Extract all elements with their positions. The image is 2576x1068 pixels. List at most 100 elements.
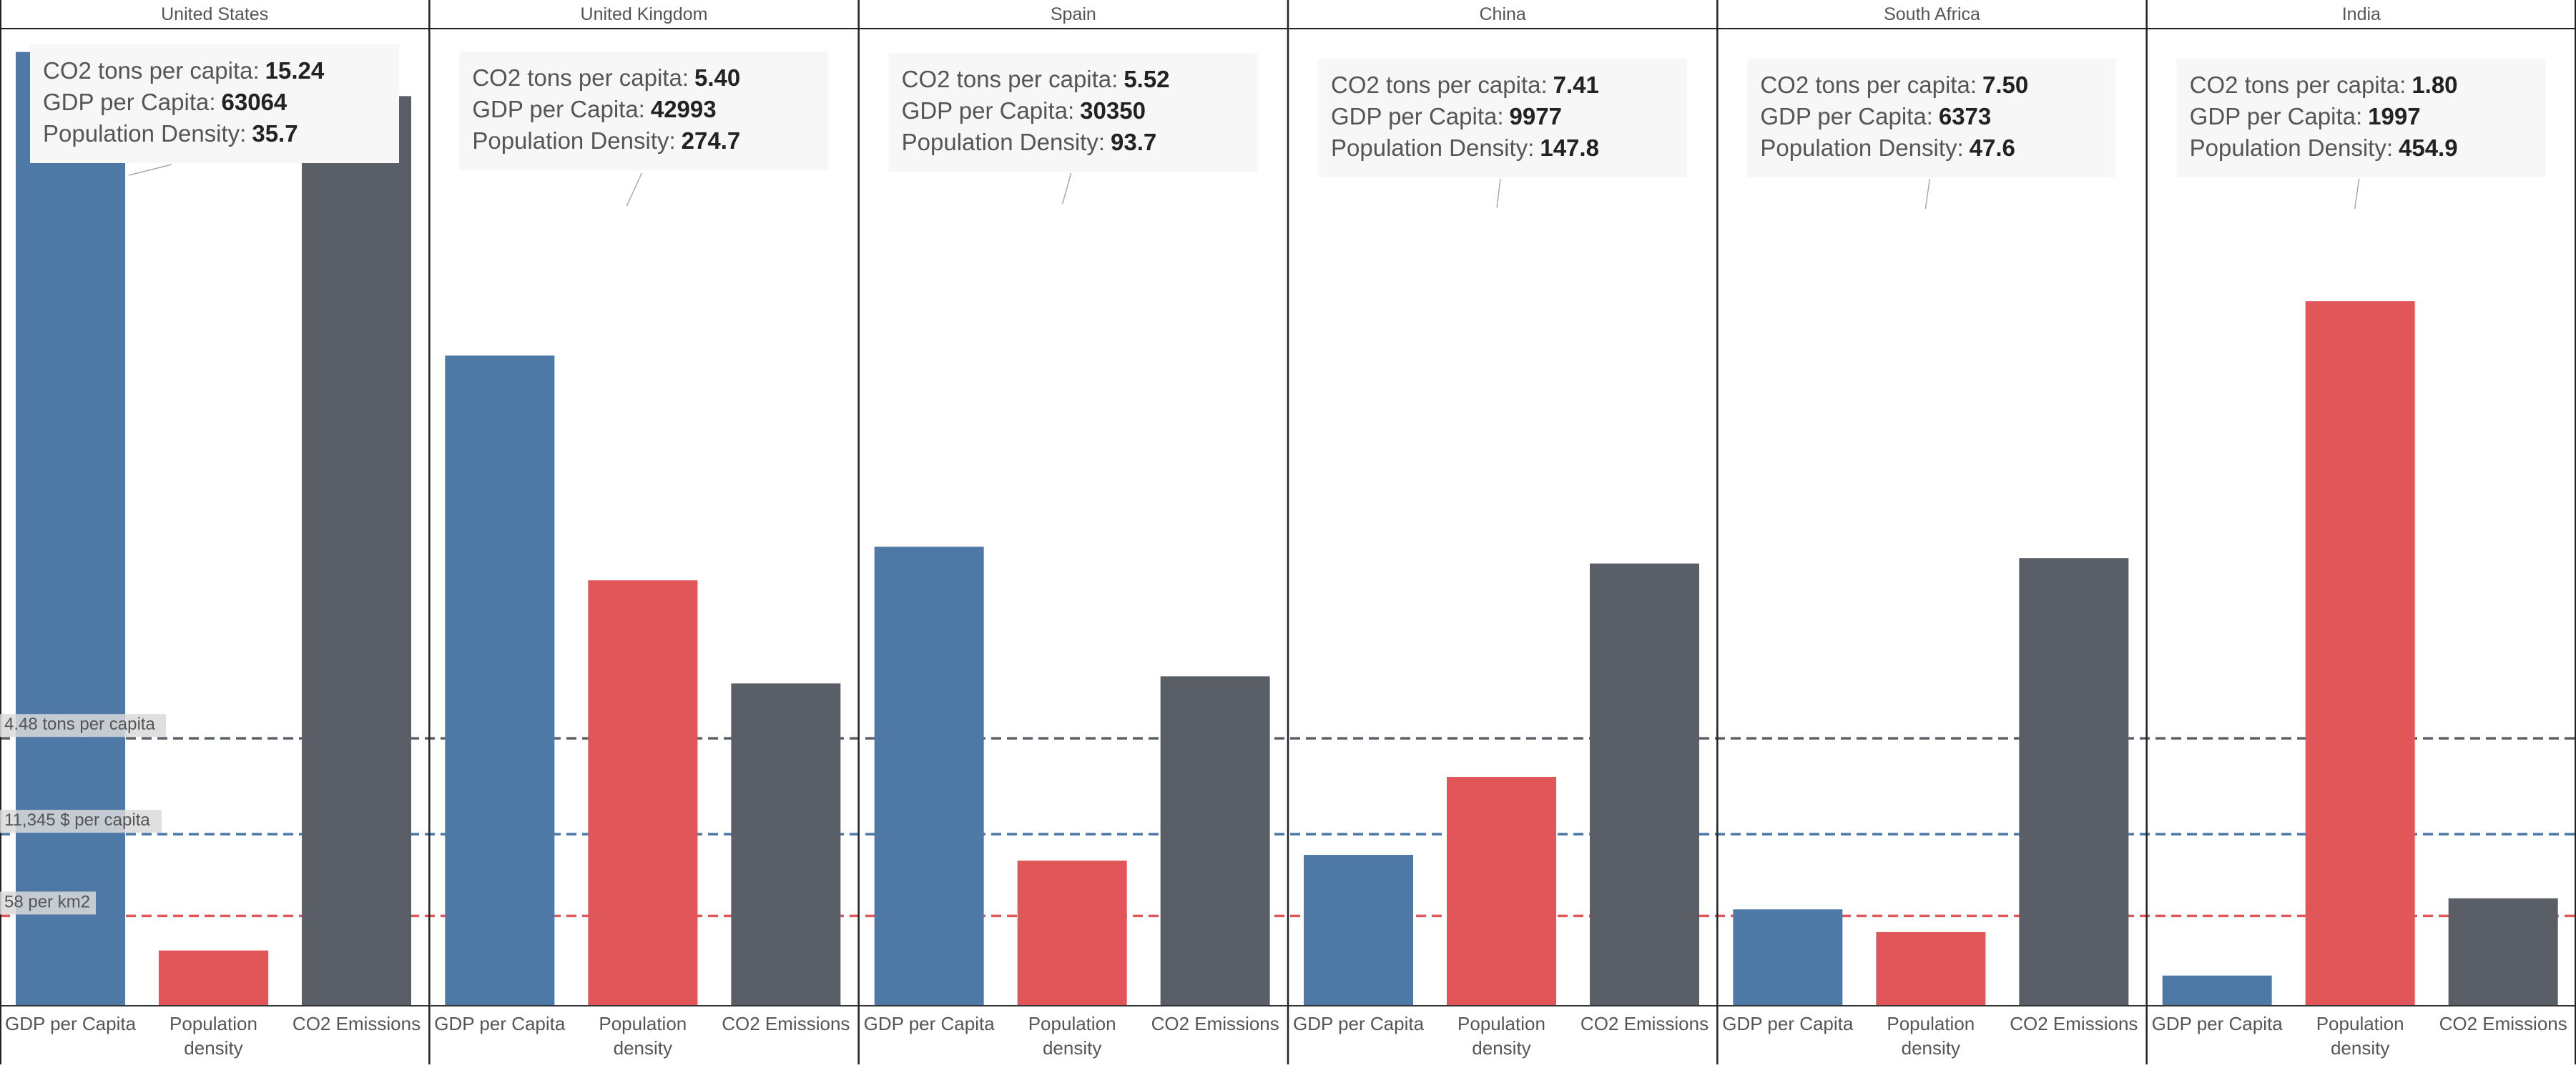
category-label-population-density: density (184, 1037, 242, 1059)
tooltip-label: CO2 tons per capita: (902, 66, 1119, 92)
tooltip-value: 7.41 (1553, 72, 1599, 98)
tooltip-label: CO2 tons per capita: (472, 64, 689, 91)
tooltip-label: GDP per Capita: (1331, 103, 1504, 129)
category-label-co2-emissions: CO2 Emissions (2010, 1013, 2138, 1034)
tooltip-value: 63064 (222, 89, 287, 115)
tooltip-label: Population Density: (43, 120, 246, 147)
tooltip-label: CO2 tons per capita: (2190, 72, 2407, 98)
tooltip-row-gdp-per-capita: GDP per Capita: 63064 (43, 89, 287, 115)
tooltip-row-gdp-per-capita: GDP per Capita: 6373 (1760, 103, 1991, 129)
tooltip-value: 30350 (1080, 97, 1146, 124)
category-label-co2-emissions: CO2 Emissions (722, 1013, 850, 1034)
tooltip-leader-india (2354, 178, 2360, 210)
tooltip-row-co2-tons-per-capita: CO2 tons per capita: 5.40 (472, 64, 740, 91)
bar-spain-co2-emissions (1160, 676, 1270, 1006)
category-label-co2-emissions: CO2 Emissions (2439, 1013, 2567, 1034)
tooltip-value: 7.50 (1982, 72, 2028, 98)
bar-china-population-density (1447, 777, 1556, 1006)
panel-title-spain: Spain (1051, 4, 1096, 24)
tooltip-label: CO2 tons per capita: (1760, 72, 1977, 98)
category-label-gdp-per-capita: GDP per Capita (1293, 1013, 1425, 1034)
tooltip-label: Population Density: (472, 127, 675, 154)
tooltip-leader-united-states (128, 164, 172, 176)
tooltip-row-gdp-per-capita: GDP per Capita: 9977 (1331, 103, 1562, 129)
reference-label: 11,345 $ per capita (4, 810, 150, 830)
tooltip-label: Population Density: (1760, 134, 1963, 161)
tooltip-row-population-density: Population Density: 274.7 (472, 127, 740, 154)
tooltip-value: 147.8 (1540, 134, 1599, 161)
bar-spain-gdp-per-capita (874, 547, 984, 1006)
category-label-gdp-per-capita: GDP per Capita (2152, 1013, 2284, 1034)
tooltip-leader-south-africa (1924, 178, 1931, 210)
tooltip-row-co2-tons-per-capita: CO2 tons per capita: 15.24 (43, 57, 325, 84)
reference-label: 4.48 tons per capita (4, 715, 155, 734)
tooltip-label: CO2 tons per capita: (1331, 72, 1548, 98)
tooltip-value: 9977 (1510, 103, 1562, 129)
tooltip-value: 15.24 (265, 57, 325, 84)
tooltip-row-co2-tons-per-capita: CO2 tons per capita: 1.80 (2190, 72, 2458, 98)
tooltip-leader-united-kingdom (626, 172, 643, 207)
panel-title-india: India (2342, 4, 2381, 24)
category-label-co2-emissions: CO2 Emissions (292, 1013, 421, 1034)
panel-title-china: China (1480, 4, 1526, 24)
tooltip-row-population-density: Population Density: 147.8 (1331, 134, 1599, 161)
bar-south-africa-population-density (1876, 931, 1986, 1006)
tooltip-box-united-states (30, 44, 399, 163)
tooltip-value: 6373 (1939, 103, 1991, 129)
category-label-population-density: Population (599, 1013, 687, 1034)
category-label-population-density: density (614, 1037, 672, 1059)
tooltip-row-co2-tons-per-capita: CO2 tons per capita: 5.52 (902, 66, 1170, 92)
bar-united-states-gdp-per-capita (16, 52, 125, 1006)
bar-china-co2-emissions (1590, 563, 1699, 1006)
tooltip-label: Population Density: (1331, 134, 1534, 161)
category-label-gdp-per-capita: GDP per Capita (5, 1013, 137, 1034)
tooltip-row-gdp-per-capita: GDP per Capita: 30350 (902, 97, 1146, 124)
bar-united-kingdom-co2-emissions (731, 683, 841, 1006)
category-label-population-density: Population (1887, 1013, 1975, 1034)
category-label-population-density: Population (1457, 1013, 1545, 1034)
tooltip-value: 1.80 (2412, 72, 2457, 98)
tooltip-value: 5.40 (694, 64, 740, 91)
tooltip-label: GDP per Capita: (43, 89, 216, 115)
category-label-population-density: Population (169, 1013, 257, 1034)
tooltip-leader-china (1496, 178, 1501, 208)
tooltip-value: 274.7 (682, 127, 741, 154)
category-label-co2-emissions: CO2 Emissions (1580, 1013, 1709, 1034)
tooltip-label: Population Density: (2190, 134, 2393, 161)
category-label-gdp-per-capita: GDP per Capita (1722, 1013, 1854, 1034)
panel-title-south-africa: South Africa (1884, 4, 1980, 24)
tooltip-row-co2-tons-per-capita: CO2 tons per capita: 7.50 (1760, 72, 2028, 98)
tooltip-box-china (1318, 59, 1687, 177)
tooltip-row-population-density: Population Density: 454.9 (2190, 134, 2458, 161)
tooltip-row-population-density: Population Density: 47.6 (1760, 134, 2015, 161)
category-label-population-density: density (2331, 1037, 2389, 1059)
tooltip-value: 1997 (2368, 103, 2420, 129)
category-label-gdp-per-capita: GDP per Capita (434, 1013, 566, 1034)
category-label-population-density: Population (1028, 1013, 1116, 1034)
tooltip-row-co2-tons-per-capita: CO2 tons per capita: 7.41 (1331, 72, 1599, 98)
category-label-population-density: density (1472, 1037, 1530, 1059)
bar-india-co2-emissions (2448, 898, 2558, 1006)
reference-label-bg (0, 714, 166, 738)
bar-united-states-co2-emissions (302, 96, 411, 1006)
reference-label: 58 per km2 (4, 892, 90, 911)
tooltip-label: Population Density: (902, 129, 1105, 155)
tooltip-label: CO2 tons per capita: (43, 57, 260, 84)
tooltip-value: 47.6 (1970, 134, 2015, 161)
tooltip-row-population-density: Population Density: 93.7 (902, 129, 1157, 155)
tooltip-row-population-density: Population Density: 35.7 (43, 120, 298, 147)
tooltip-row-gdp-per-capita: GDP per Capita: 1997 (2190, 103, 2421, 129)
tooltip-label: GDP per Capita: (2190, 103, 2363, 129)
reference-label-bg (0, 810, 162, 833)
category-label-co2-emissions: CO2 Emissions (1151, 1013, 1279, 1034)
tooltip-box-spain (888, 53, 1258, 172)
bar-united-states-population-density (159, 950, 268, 1006)
category-label-population-density: Population (2316, 1013, 2404, 1034)
tooltip-value: 93.7 (1111, 129, 1156, 155)
tooltip-label: GDP per Capita: (472, 96, 645, 122)
tooltip-value: 35.7 (252, 120, 298, 147)
category-label-gdp-per-capita: GDP per Capita (864, 1013, 996, 1034)
bar-united-kingdom-gdp-per-capita (445, 356, 555, 1006)
